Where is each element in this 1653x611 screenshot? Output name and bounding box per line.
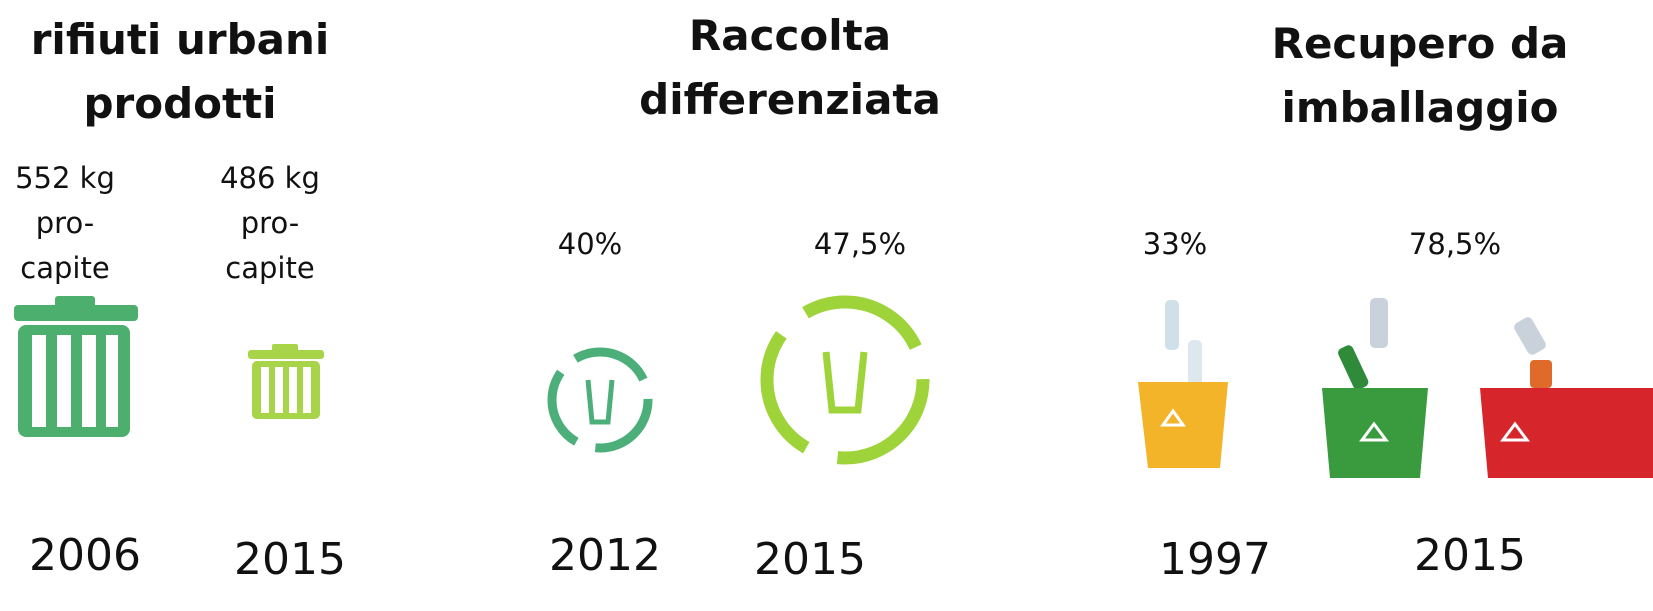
section-title: rifiuti urbani prodotti <box>30 15 330 128</box>
recycle-icon-large <box>760 295 930 465</box>
item-year: 2015 <box>1414 530 1526 581</box>
item-year: 1997 <box>1159 534 1271 585</box>
item-value: 78,5% <box>1408 227 1502 261</box>
item-value: 552 kg pro-capite <box>15 161 115 285</box>
item-value: 47,5% <box>813 227 907 261</box>
item-year: 2006 <box>29 530 141 581</box>
bin-red <box>1480 317 1653 478</box>
bin-yellow <box>1138 300 1228 468</box>
item-year: 2015 <box>754 534 866 585</box>
item-value: 33% <box>1142 227 1208 261</box>
section-title: Recupero da imballaggio <box>1271 19 1569 132</box>
trash-can-small <box>248 344 324 419</box>
trash-can-large <box>14 296 138 437</box>
section-title: Raccolta differenziata <box>639 11 941 124</box>
item-year: 2015 <box>234 534 346 585</box>
recycle-icon-small <box>547 347 653 453</box>
item-value: 486 kg pro-capite <box>220 161 320 285</box>
item-year: 2012 <box>549 530 661 581</box>
bin-green <box>1322 298 1428 478</box>
item-value: 40% <box>557 227 623 261</box>
